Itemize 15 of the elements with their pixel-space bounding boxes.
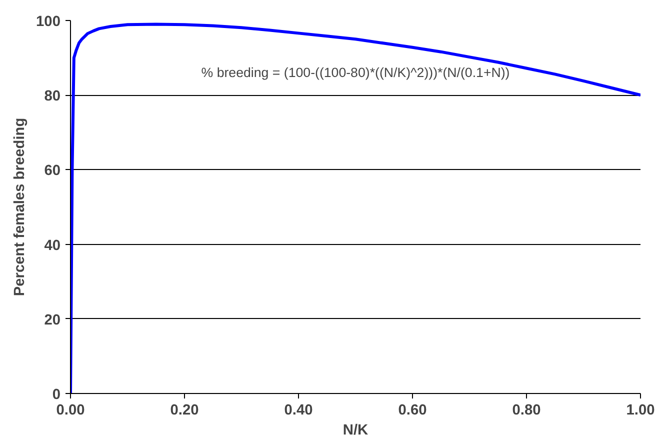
y-tick-label: 40 xyxy=(44,238,61,254)
x-tick-label: 0.40 xyxy=(284,402,313,418)
x-tick-label: 0.60 xyxy=(398,402,427,418)
y-tick-label: 80 xyxy=(44,88,61,105)
y-axis-title: Percent females breeding xyxy=(12,118,28,296)
x-tick-label: 1.00 xyxy=(626,402,655,418)
x-tick-label: 0.20 xyxy=(170,402,199,418)
x-tick-label: 0.00 xyxy=(56,402,85,418)
x-axis-title: N/K xyxy=(342,422,369,438)
y-tick-label: 100 xyxy=(36,14,61,30)
y-tick-label: 20 xyxy=(44,312,61,328)
annotation: % breeding = (100-((100-80)*((N/K)^2)))*(N/(0.1+N)) xyxy=(201,65,510,80)
x-tick-label: 0.80 xyxy=(512,402,541,418)
y-tick-label: 0 xyxy=(52,387,61,403)
y-tick-label: 60 xyxy=(44,163,61,180)
